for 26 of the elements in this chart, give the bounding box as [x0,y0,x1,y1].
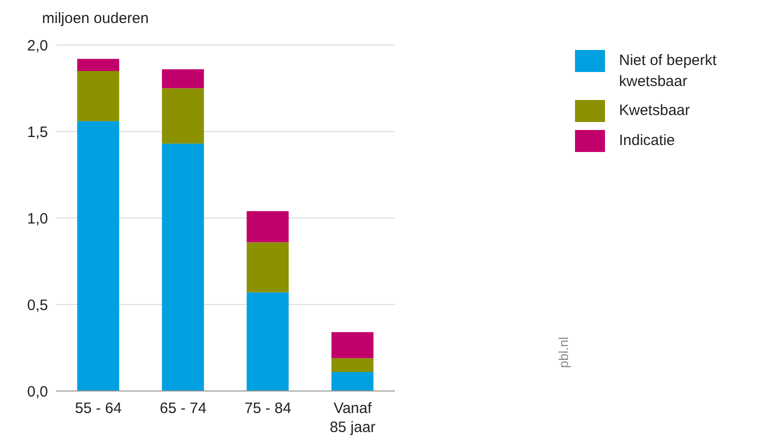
y-tick-label: 0,0 [27,383,48,400]
bar [77,70,120,122]
bar [331,358,374,372]
bar [331,372,374,391]
bar [162,69,204,88]
bar [162,88,204,144]
bar [246,211,289,242]
bar [162,144,204,391]
y-tick-label: 1,0 [27,210,48,228]
x-tick-label: 65 - 74 [160,400,206,417]
y-tick-label: 0,5 [27,296,48,314]
legend-label: Indicatie [619,131,676,151]
x-tick-label: 75 - 84 [244,400,292,417]
text: pbl.nl [556,336,571,368]
x-tick-label: Vanaf 85 jaar [330,400,376,436]
x-tick-label: 55 - 64 [75,400,122,417]
bar [77,121,120,391]
bar [331,332,374,358]
bar [246,292,289,391]
bar [246,242,289,292]
legend-label: Kwetsbaar [619,101,691,121]
legend-label: Niet of beperkt kwetsbaar [619,51,718,92]
y-tick-label: 1,5 [27,124,48,141]
y-axis-title: miljoen ouderen [42,10,149,27]
bar [77,58,120,71]
y-tick-label: 2,0 [27,37,48,54]
